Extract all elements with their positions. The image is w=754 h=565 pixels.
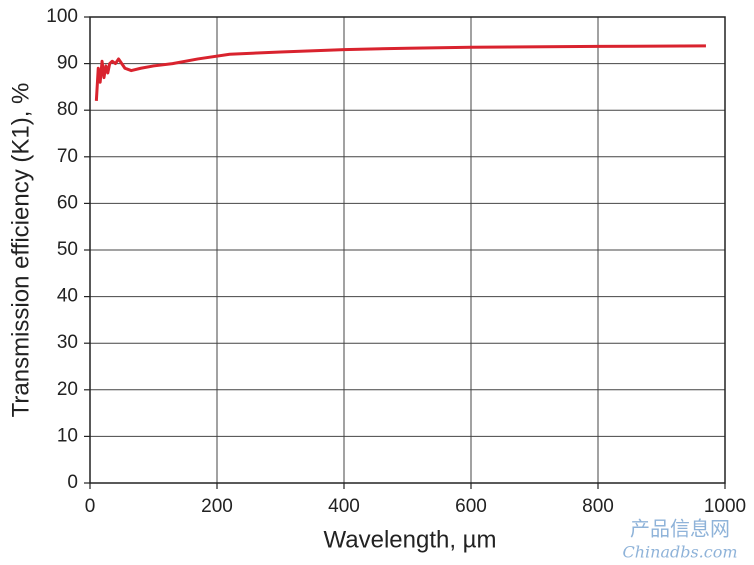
plot-frame — [89, 16, 726, 484]
y-tick-label: 70 — [57, 146, 78, 167]
y-axis-label: Transmission efficiency (K1), % — [7, 83, 34, 418]
y-tick-label: 40 — [57, 286, 78, 307]
y-tick-label: 20 — [57, 379, 78, 400]
y-tick-label: 50 — [57, 239, 78, 260]
data-line — [94, 44, 706, 101]
watermark: 产品信息网 — [630, 517, 730, 541]
y-tick-label: 30 — [57, 332, 78, 353]
x-tick-label: 400 — [328, 496, 360, 517]
x-tick-label: 600 — [455, 496, 487, 517]
y-tick-label: 0 — [67, 472, 78, 493]
x-tick-label: 800 — [582, 496, 614, 517]
y-tick-label: 60 — [57, 192, 78, 213]
x-tick-label: 1000 — [704, 496, 746, 517]
y-tick-label: 80 — [57, 99, 78, 120]
y-tick-label: 100 — [46, 6, 78, 27]
y-tick-label: 10 — [57, 425, 78, 446]
x-tick-label: 200 — [201, 496, 233, 517]
x-axis-label: Wavelength, µm — [323, 526, 496, 553]
watermark: Chinadbs.com — [622, 543, 737, 562]
x-tick-label: 0 — [85, 496, 96, 517]
y-tick-label: 90 — [57, 53, 78, 74]
